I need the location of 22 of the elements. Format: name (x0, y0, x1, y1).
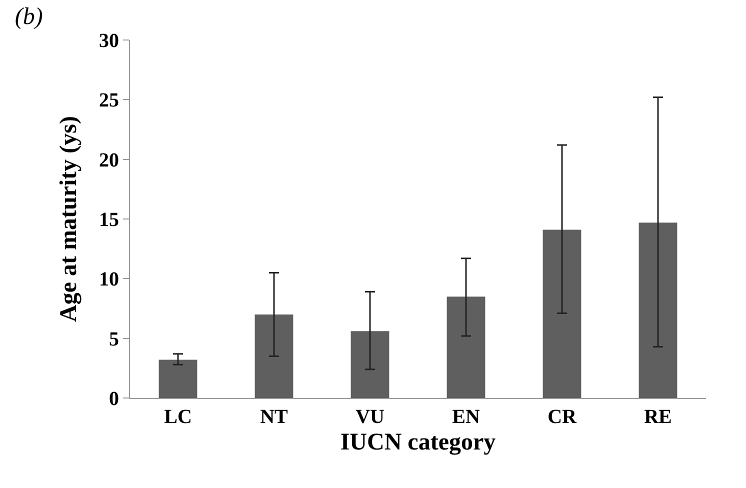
bar (638, 222, 678, 398)
x-tick-label: VU (356, 406, 384, 428)
y-tick-label: 25 (99, 90, 119, 112)
y-tick-label: 0 (109, 388, 119, 410)
x-tick-label: RE (644, 406, 672, 428)
x-tick-label: CR (548, 406, 577, 428)
bar (542, 230, 582, 398)
y-tick-label: 10 (99, 268, 119, 291)
y-tick-label: 15 (99, 209, 119, 231)
y-tick-label: 20 (99, 149, 119, 172)
y-tick-label: 5 (109, 328, 119, 350)
x-tick-label: LC (164, 406, 192, 428)
bar (446, 296, 486, 398)
x-tick-label: NT (260, 406, 289, 428)
chart-title: (b) (14, 4, 43, 30)
x-tick-label: EN (452, 406, 480, 428)
bar (158, 360, 198, 398)
bar (350, 331, 390, 398)
x-axis-title: IUCN category (340, 429, 496, 456)
y-tick-label: 30 (99, 30, 119, 52)
y-axis-title: Age at maturity (ys) (56, 116, 82, 322)
bar (254, 314, 294, 398)
